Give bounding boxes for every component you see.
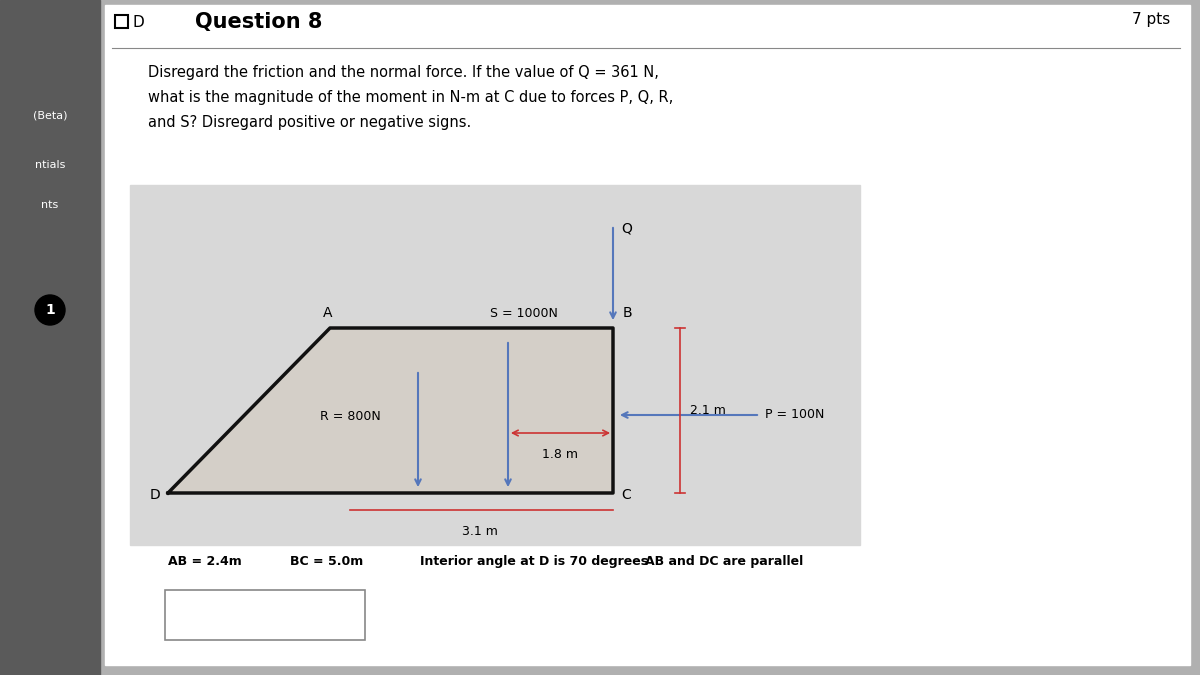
Bar bbox=[115, 15, 128, 28]
Text: S = 1000N: S = 1000N bbox=[490, 307, 558, 320]
Text: AB = 2.4m: AB = 2.4m bbox=[168, 555, 241, 568]
Circle shape bbox=[35, 295, 65, 325]
Text: what is the magnitude of the moment in N-m at C due to forces P, Q, R,: what is the magnitude of the moment in N… bbox=[148, 90, 673, 105]
Text: A: A bbox=[323, 306, 332, 320]
Text: nts: nts bbox=[41, 200, 59, 210]
Text: 2.1 m: 2.1 m bbox=[690, 404, 726, 416]
Text: 1.8 m: 1.8 m bbox=[542, 448, 578, 461]
Text: 7 pts: 7 pts bbox=[1132, 12, 1170, 27]
Bar bbox=[130, 185, 860, 545]
Text: B: B bbox=[623, 306, 632, 320]
Text: ntials: ntials bbox=[35, 160, 65, 170]
Text: D: D bbox=[132, 15, 144, 30]
Text: Q: Q bbox=[622, 222, 632, 236]
Text: 3.1 m: 3.1 m bbox=[462, 525, 498, 538]
Text: C: C bbox=[622, 488, 631, 502]
Text: AB and DC are parallel: AB and DC are parallel bbox=[646, 555, 803, 568]
Polygon shape bbox=[168, 328, 613, 493]
Text: D: D bbox=[149, 488, 160, 502]
Text: R = 800N: R = 800N bbox=[320, 410, 380, 423]
Text: 1: 1 bbox=[46, 303, 55, 317]
Text: Disregard the friction and the normal force. If the value of Q = 361 N,: Disregard the friction and the normal fo… bbox=[148, 65, 659, 80]
Text: P = 100N: P = 100N bbox=[766, 408, 824, 421]
Text: BC = 5.0m: BC = 5.0m bbox=[290, 555, 364, 568]
Text: (Beta): (Beta) bbox=[32, 110, 67, 120]
Text: Question 8: Question 8 bbox=[194, 12, 323, 32]
Bar bbox=[0, 0, 100, 675]
Text: and S? Disregard positive or negative signs.: and S? Disregard positive or negative si… bbox=[148, 115, 472, 130]
Bar bbox=[166, 590, 365, 640]
Text: Interior angle at D is 70 degrees: Interior angle at D is 70 degrees bbox=[420, 555, 648, 568]
